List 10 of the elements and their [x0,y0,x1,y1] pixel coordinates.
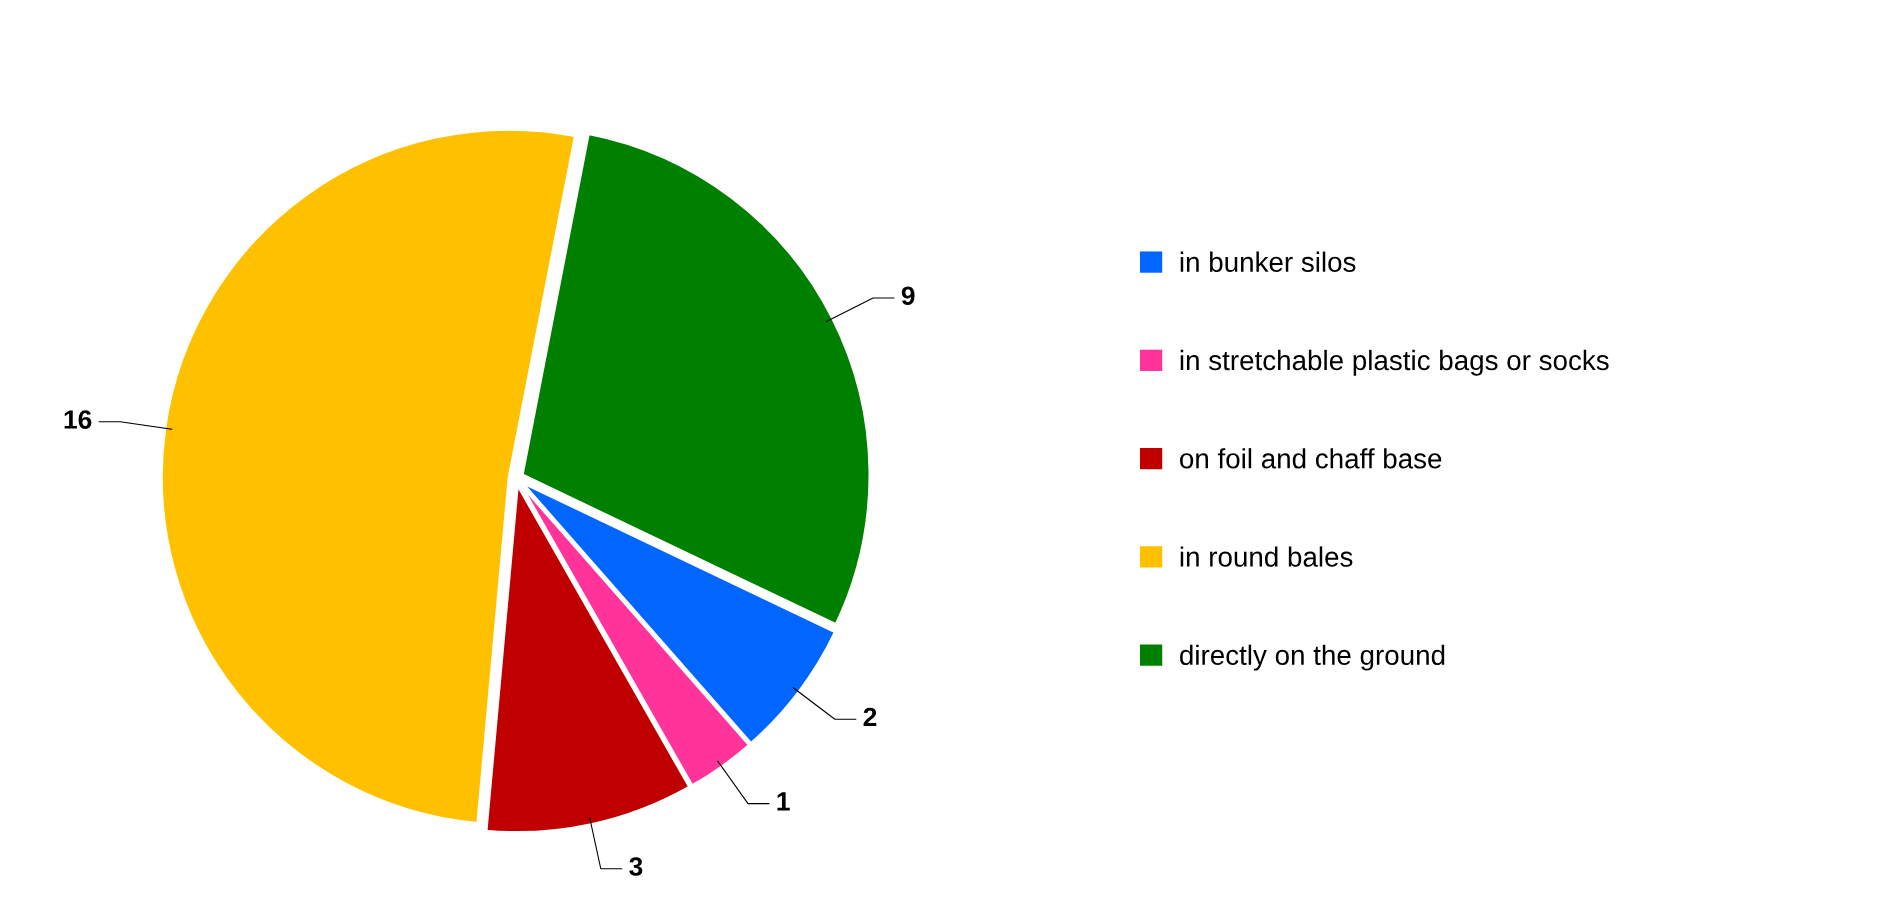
data-label: 9 [901,286,915,306]
data-label: 3 [629,857,643,876]
data-label: 2 [863,707,877,727]
legend-label: in bunker silos [1180,251,1356,272]
legend-label: in round bales [1180,546,1353,567]
legend-label: in stretchable plastic bags or socks [1180,349,1609,376]
data-label: 1 [777,792,790,811]
legend-label: directly on the ground [1180,644,1445,671]
legend-label: on foil and chaff base [1180,448,1442,469]
data-label: 16 [64,410,92,429]
